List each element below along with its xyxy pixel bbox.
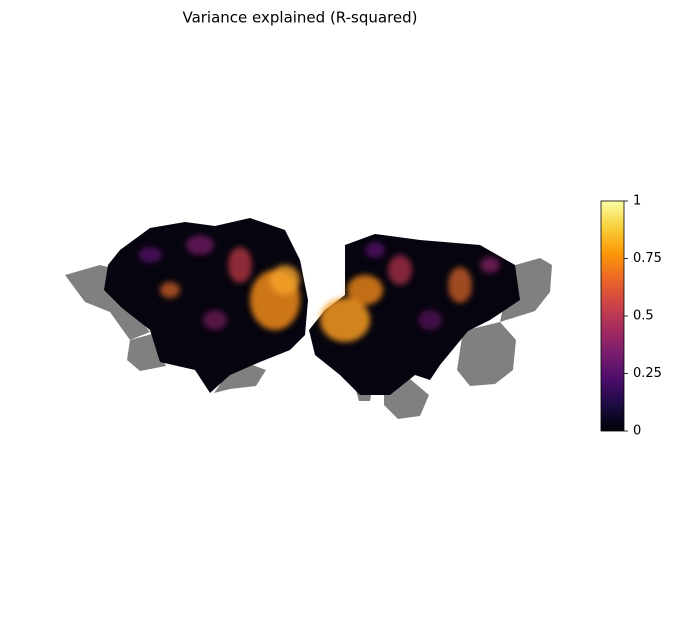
activation — [138, 235, 500, 342]
colorbar-tick-label: 0.25 — [633, 366, 662, 381]
colorbar — [600, 200, 625, 432]
colorbar-tick-label: 0.75 — [633, 251, 662, 266]
cortex-mask — [127, 334, 166, 371]
colorbar-tick-label: 0.5 — [633, 309, 654, 324]
flatmap — [65, 218, 552, 419]
colorbar-tick-label: 1 — [633, 194, 641, 209]
colorbar-tick-label: 0 — [633, 424, 641, 439]
cortex-mask — [214, 364, 266, 393]
cortex-mask — [65, 265, 150, 340]
chart-title: Variance explained (R-squared) — [182, 9, 417, 27]
cortex-mask — [457, 322, 516, 386]
